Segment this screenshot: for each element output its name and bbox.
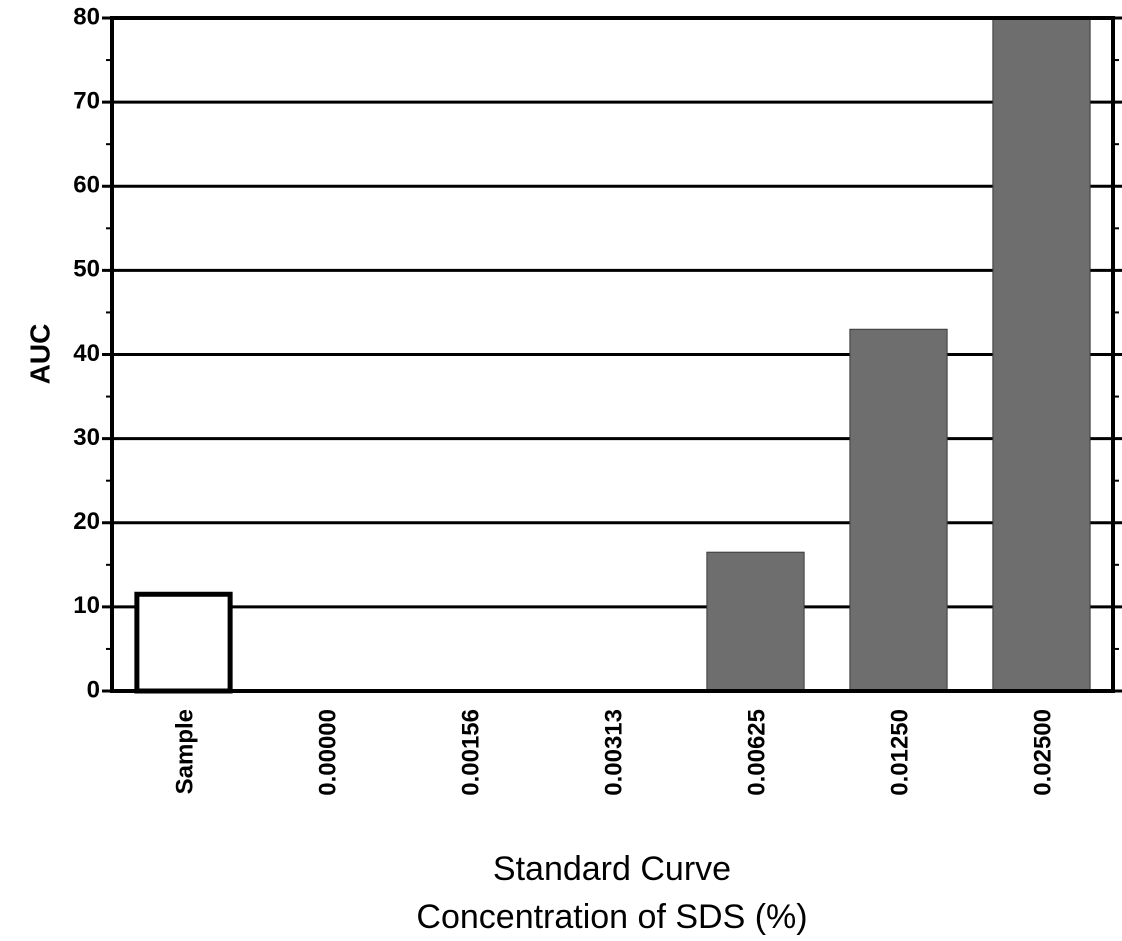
x-tick-label: 0.00156 [458,709,485,796]
x-tick-label: 0.01250 [887,709,914,796]
y-tick-label: 60 [73,172,100,199]
x-axis-label-line2: Concentration of SDS (%) [416,898,807,936]
bars [134,17,1091,694]
gridlines [112,100,1113,609]
x-tick-label: 0.00000 [315,709,342,796]
x-axis-label-line1: Standard Curve [493,850,731,888]
y-tick-label: 80 [73,3,100,30]
bar-Sample [134,591,233,694]
x-axis-ticks: Sample 0.00000 0.00156 0.00313 0.00625 0.0125… [172,709,1057,796]
x-tick-label: 0.00313 [601,709,628,796]
y-axis-ticks: 0 10 20 30 40 50 60 70 80 [73,3,1122,703]
x-tick-label: 0.02500 [1030,709,1057,796]
bar-0.01250 [849,328,948,692]
bar-0.00625 [706,551,805,692]
y-tick-label: 40 [73,340,100,367]
y-tick-label: 30 [73,424,100,451]
y-tick-label: 70 [73,87,100,114]
y-tick-label: 20 [73,508,100,535]
x-tick-label: Sample [172,709,199,794]
bar-0.02500 [992,17,1091,692]
y-tick-label: 50 [73,256,100,283]
x-tick-label: 0.00625 [744,709,771,796]
y-axis-label: AUC [24,324,55,385]
y-tick-label: 10 [73,592,100,619]
y-tick-label: 0 [87,676,100,703]
